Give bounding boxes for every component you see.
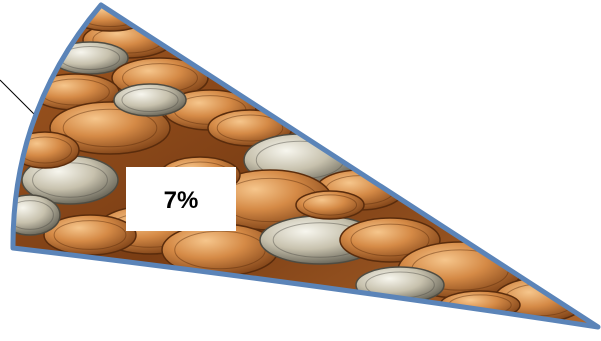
coin-rim xyxy=(350,223,430,257)
coin-rim xyxy=(12,200,54,230)
coin-rim xyxy=(302,194,358,216)
coin-rim xyxy=(53,220,127,250)
coin-rim xyxy=(121,87,179,113)
data-label-text: 7% xyxy=(164,187,199,214)
coins-photo-icon xyxy=(12,5,587,323)
silver-coin xyxy=(113,83,187,117)
coin-rim xyxy=(62,108,158,148)
data-label-box xyxy=(126,167,236,231)
data-label: 7% xyxy=(126,167,236,231)
pie-slice xyxy=(10,2,601,330)
copper-coin xyxy=(295,190,365,220)
coin-rim xyxy=(216,114,284,142)
